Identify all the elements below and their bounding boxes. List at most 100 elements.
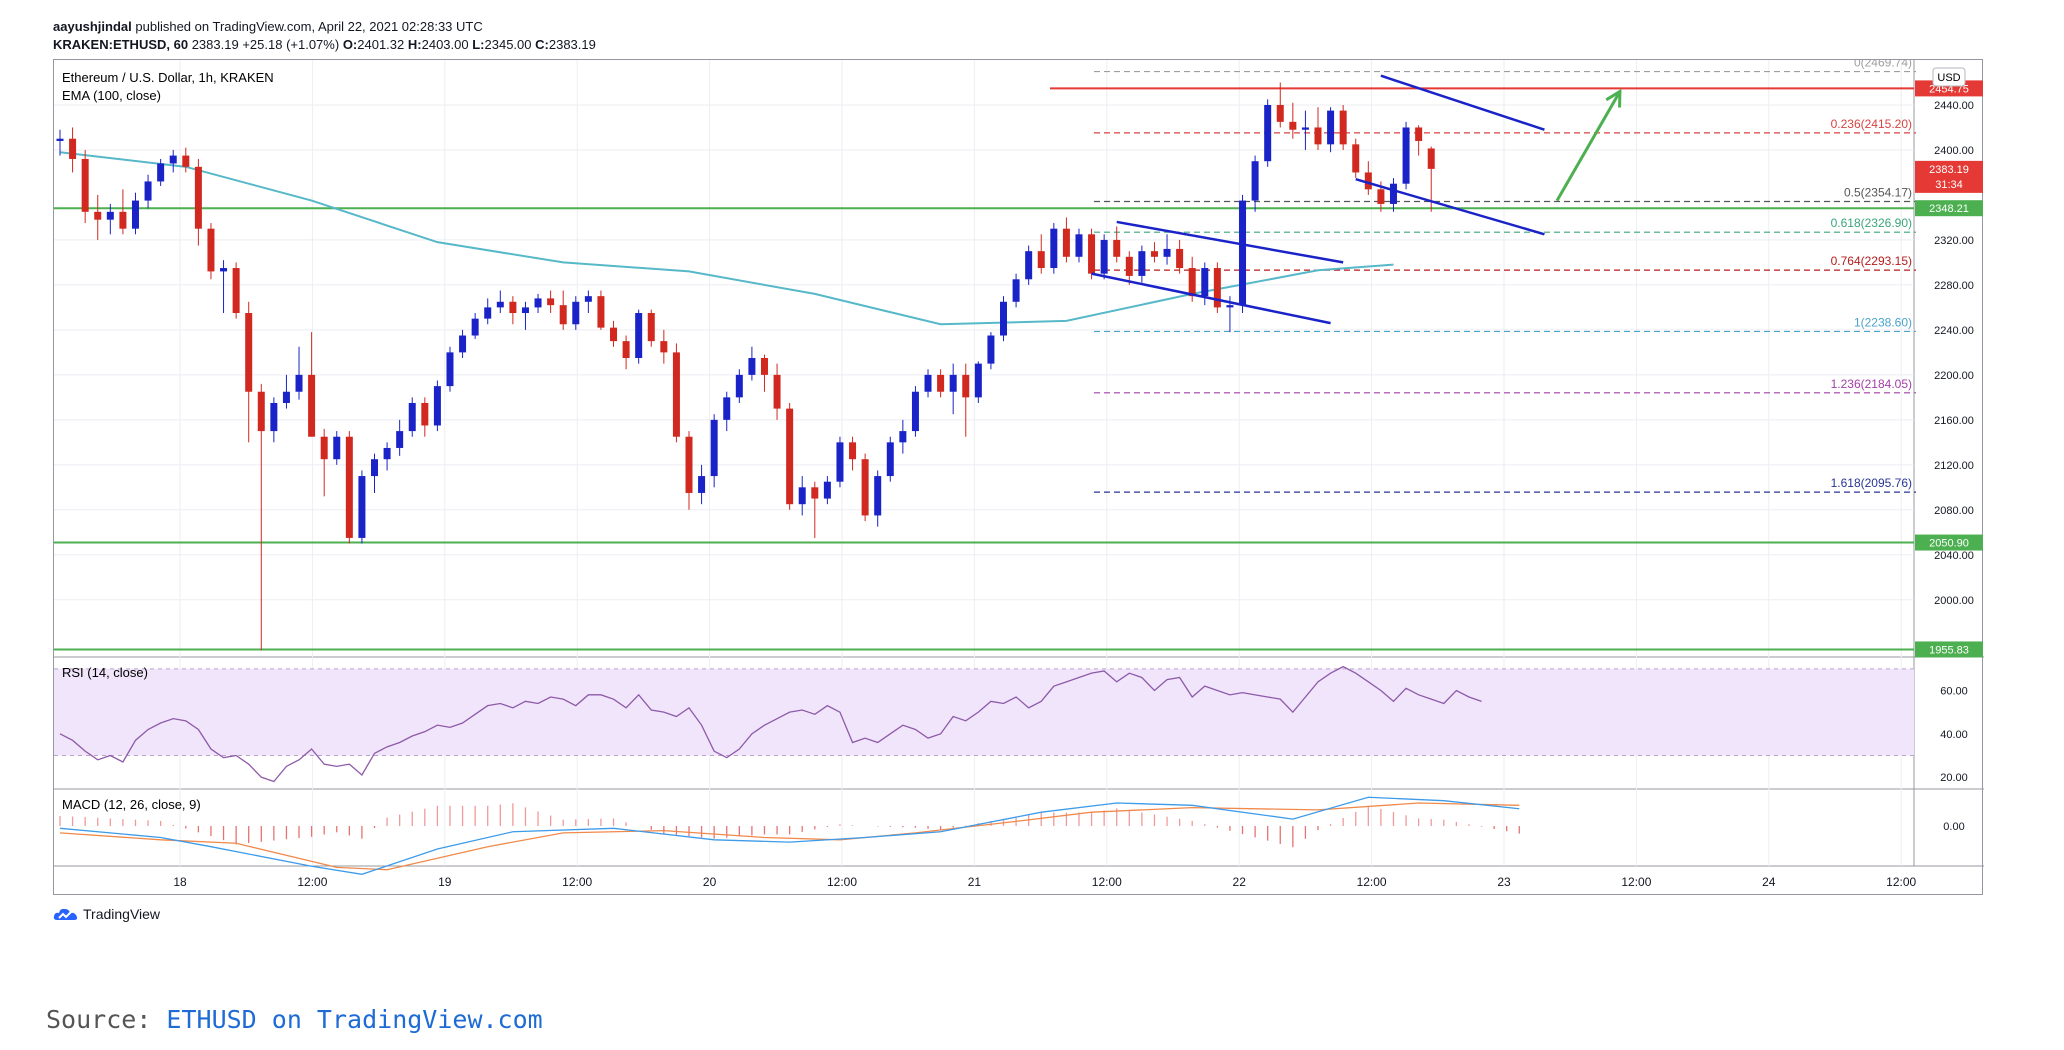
channel-line	[1091, 272, 1331, 325]
candle	[308, 332, 316, 437]
legend-rsi: RSI (14, close)	[62, 665, 148, 680]
candle	[81, 149, 89, 224]
candle	[232, 262, 240, 319]
x-tick-label: 12:00	[1621, 875, 1651, 889]
candle	[1150, 242, 1158, 263]
candle	[1176, 239, 1184, 274]
price-tag-label: 2383.19	[1929, 164, 1969, 176]
y-tick-label: 2000.00	[1934, 595, 1974, 607]
x-tick-label: 12:00	[1886, 875, 1916, 889]
currency-badge[interactable]: USD	[1932, 67, 1966, 87]
macd-pane: 0.00	[59, 796, 1965, 875]
candle-body	[358, 476, 366, 538]
candle-body	[597, 296, 605, 328]
candle-body	[421, 402, 429, 426]
candle	[949, 363, 957, 415]
candle	[1213, 262, 1221, 314]
candle-body	[1314, 127, 1322, 145]
legend-title: Ethereum / U.S. Dollar, 1h, KRAKEN	[62, 70, 274, 85]
candle	[1100, 234, 1108, 280]
candle-body	[157, 163, 165, 182]
candles	[56, 82, 1435, 651]
candle	[547, 290, 555, 314]
candle	[383, 442, 391, 471]
candle	[610, 320, 618, 347]
time-axis[interactable]: 18 12:00 19 12:00 20 12:00 21 12:00 22 12:00 23 12:…	[173, 875, 1916, 889]
candle-body	[849, 442, 857, 460]
candle	[1075, 228, 1083, 263]
candle	[1088, 228, 1096, 280]
tradingview-logo[interactable]: TradingView	[53, 906, 160, 922]
candle	[182, 147, 190, 173]
chart-frame[interactable]: 0(2469.74) 0.236(2415.20) 0.5(2354.17) 0.61…	[53, 59, 1984, 896]
author-name[interactable]: aayushjindal	[53, 19, 132, 34]
fib-label: 1(2238.60)	[1854, 315, 1912, 329]
rsi-line	[59, 665, 1482, 783]
candle	[1364, 161, 1372, 195]
candle-body	[899, 431, 907, 443]
price-tag-countdown: 31:34	[1935, 179, 1963, 191]
candle-body	[773, 374, 781, 409]
candle	[484, 298, 492, 325]
candle	[131, 192, 139, 235]
open-label: O:	[342, 37, 358, 52]
candle	[1012, 273, 1020, 308]
candle	[1163, 234, 1171, 265]
candle-body	[1264, 104, 1272, 162]
candle-body	[811, 487, 819, 499]
candle	[874, 470, 882, 527]
candle	[899, 419, 907, 454]
candle-body	[257, 391, 265, 432]
candle-body	[924, 374, 932, 392]
candle	[69, 127, 77, 173]
candle	[282, 374, 290, 409]
candle-body	[786, 408, 794, 505]
candle	[459, 329, 467, 358]
candle	[861, 453, 869, 522]
horizontal-lines	[54, 87, 1914, 651]
candle-body	[861, 459, 869, 516]
close-label: C:	[535, 37, 549, 52]
rsi-tick-label: 40.00	[1940, 729, 1968, 741]
candle	[987, 332, 995, 370]
candle-body	[220, 268, 228, 272]
candle	[572, 296, 580, 330]
candle	[421, 397, 429, 437]
x-tick-label: 24	[1762, 875, 1776, 889]
candle	[144, 174, 152, 209]
candle-body	[1012, 279, 1020, 302]
candle	[798, 476, 806, 516]
candle-body	[886, 442, 894, 477]
candle-body	[194, 166, 202, 229]
candle-body	[245, 313, 253, 392]
candle-body	[295, 374, 303, 392]
candle-body	[1150, 251, 1158, 257]
candle-body	[622, 341, 630, 358]
candle-body	[408, 402, 416, 432]
candle	[849, 436, 857, 471]
candle	[345, 431, 353, 544]
price-change: +25.18 (+1.07%)	[242, 37, 340, 52]
candle	[220, 260, 228, 314]
publish-info: published on TradingView.com, April 22, …	[135, 19, 483, 34]
candle-body	[333, 436, 341, 460]
candle-body	[1100, 239, 1108, 274]
fib-label: 0(2469.74)	[1854, 60, 1912, 70]
source-caption: Source: ETHUSD on TradingView.com	[46, 1005, 543, 1034]
candle-body	[949, 374, 957, 392]
source-link[interactable]: ETHUSD on TradingView.com	[166, 1005, 543, 1034]
symbol-label: KRAKEN:ETHUSD, 60	[53, 37, 189, 52]
candle-body	[584, 296, 592, 302]
candle	[496, 290, 504, 314]
fib-label: 0.236(2415.20)	[1831, 117, 1912, 131]
chart-canvas[interactable]: 0(2469.74) 0.236(2415.20) 0.5(2354.17) 0.61…	[54, 60, 1984, 896]
candle	[408, 397, 416, 437]
candle	[1239, 194, 1247, 314]
candle-body	[471, 318, 479, 336]
candle	[1113, 226, 1121, 263]
candle-body	[182, 155, 190, 167]
channel-line	[1380, 74, 1545, 131]
price-axis[interactable]: 2440.00 2400.00 2320.00 2280.00 2240.00 2200.…	[1934, 100, 1974, 607]
candle-body	[1201, 268, 1209, 297]
ema-line	[59, 151, 1394, 326]
